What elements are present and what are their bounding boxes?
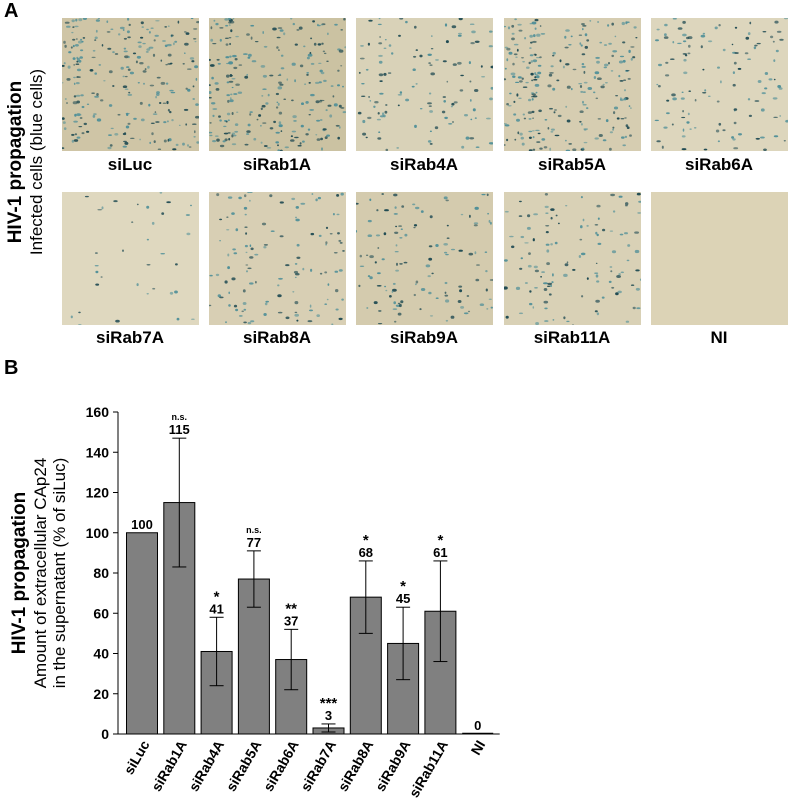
y-tick-label: 100 (86, 525, 110, 541)
significance-label: * (437, 532, 443, 549)
micrograph-siLuc (62, 18, 199, 151)
value-label: 3 (325, 708, 332, 723)
value-label: 115 (169, 422, 190, 437)
micrograph-label: siRab1A (242, 155, 312, 174)
x-tick-label: siRab8A (335, 738, 377, 795)
value-label: 41 (209, 601, 223, 616)
x-tick-label: siRab7A (297, 738, 339, 795)
micrograph-label: siRab11A (533, 328, 611, 347)
y-tick-label: 60 (93, 605, 109, 621)
significance-label: * (400, 578, 406, 595)
micrograph-label: siLuc (107, 155, 153, 174)
y-tick-label: 20 (93, 686, 109, 702)
value-label: 45 (396, 591, 410, 606)
bar-siLuc (126, 532, 158, 735)
significance-label: * (214, 588, 220, 605)
micrograph-siRab4A (356, 18, 493, 151)
significance-label: n.s. (172, 412, 188, 422)
micrograph-label: siRab9A (389, 328, 459, 347)
micrograph-label: NI (710, 328, 728, 347)
value-label: 68 (359, 545, 373, 560)
x-tick-label: NI (467, 738, 488, 758)
micrograph-label: siRab7A (95, 328, 165, 347)
micrograph-siRab11A (504, 192, 641, 325)
x-tick-label: siRab9A (372, 738, 414, 795)
x-tick-label: siRab4A (185, 738, 227, 795)
y-tick-label: 80 (93, 565, 109, 581)
x-tick-label: siRab1A (148, 738, 190, 795)
micrograph-label: siRab4A (389, 155, 459, 174)
y-tick-label: 120 (86, 485, 110, 501)
significance-label: n.s. (246, 525, 262, 535)
micrograph-NI (651, 192, 788, 325)
panel-b-letter: B (4, 357, 19, 379)
micrograph-siRab5A (504, 18, 641, 151)
y-tick-label: 140 (86, 444, 110, 460)
y-tick-label: 160 (86, 404, 110, 420)
micrograph-siRab6A (651, 18, 788, 151)
significance-label: ** (285, 600, 297, 617)
micrograph-siRab8A (209, 192, 346, 325)
x-tick-label: siRab5A (223, 738, 265, 795)
micrograph-siRab9A (356, 192, 493, 325)
significance-label: * (363, 532, 369, 549)
x-tick-label: siLuc (120, 737, 152, 777)
value-label: 37 (284, 613, 298, 628)
micrograph-label: siRab5A (537, 155, 607, 174)
value-label: 61 (433, 545, 447, 560)
panel-a-letter: A (4, 0, 19, 22)
micrograph-siRab1A (209, 18, 346, 151)
micrograph-siRab7A (62, 192, 199, 325)
panel-a-title-sub: Infected cells (blue cells) (26, 68, 46, 256)
y-tick-label: 40 (93, 646, 109, 662)
significance-label: *** (320, 695, 338, 712)
panel-a-title: HIV-1 propagation Infected cells (blue c… (5, 12, 55, 312)
value-label: 100 (131, 517, 153, 532)
micrograph-label: siRab8A (242, 328, 312, 347)
value-label: 77 (247, 535, 261, 550)
x-tick-label: siRab6A (260, 738, 302, 795)
bar-chart: 020406080100120140160100siLuc115n.s.siRa… (86, 404, 500, 800)
y-tick-label: 0 (101, 726, 109, 742)
panel-a-title-bold: HIV-1 propagation (5, 80, 26, 244)
micrograph-label: siRab6A (684, 155, 754, 174)
value-label: 0 (474, 718, 481, 733)
